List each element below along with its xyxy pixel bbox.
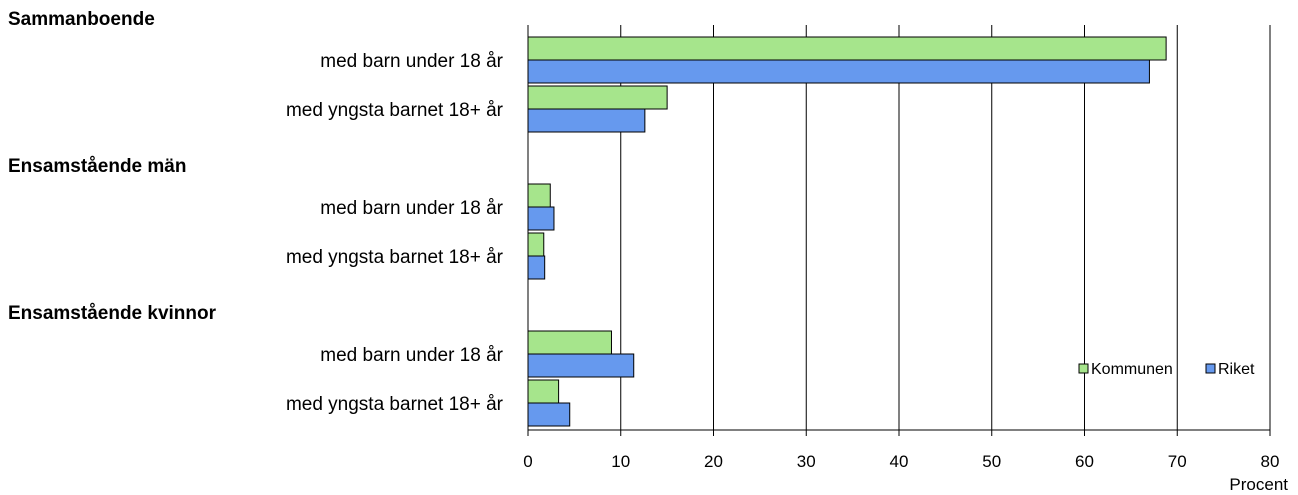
x-tick-label: 50 — [982, 452, 1001, 471]
x-axis: 0 10 20 30 40 50 60 70 80 Procent — [523, 25, 1288, 494]
x-tick-label: 10 — [611, 452, 630, 471]
bar-riket — [527, 402, 571, 427]
x-tick-label: 0 — [523, 452, 532, 471]
x-tick-label: 80 — [1261, 452, 1280, 471]
bar-riket — [527, 255, 546, 280]
group-label: Ensamstående kvinnor — [8, 303, 217, 324]
group-label: Sammanboende — [8, 9, 155, 30]
bar-kommunen — [527, 232, 545, 257]
legend-label-riket: Riket — [1218, 361, 1255, 378]
bar-riket — [527, 108, 646, 133]
legend-swatch-riket — [1205, 363, 1216, 374]
category-label: med yngsta barnet 18+ år — [286, 247, 504, 268]
legend-swatch-kommunen — [1078, 363, 1089, 374]
category-labels: med barn under 18 år med yngsta barnet 18… — [8, 9, 504, 415]
bar-kommunen — [527, 183, 551, 208]
legend: Kommunen Riket — [1078, 361, 1255, 378]
bar-kommunen — [527, 36, 1167, 61]
bar-kommunen — [527, 85, 668, 110]
bar-riket — [527, 206, 555, 231]
x-tick-label: 20 — [704, 452, 723, 471]
x-tick-label: 70 — [1168, 452, 1187, 471]
bar-riket — [527, 59, 1150, 84]
bar-kommunen — [527, 330, 612, 355]
bars — [527, 36, 1167, 427]
legend-label-kommunen: Kommunen — [1091, 361, 1173, 378]
x-tick-label: 60 — [1075, 452, 1094, 471]
x-axis-title: Procent — [1229, 475, 1288, 494]
x-tick-label: 40 — [890, 452, 909, 471]
gridlines — [620, 25, 1271, 430]
category-label: med barn under 18 år — [320, 51, 503, 72]
x-tick-label: 30 — [797, 452, 816, 471]
group-label: Ensamstående män — [8, 156, 186, 177]
category-label: med barn under 18 år — [320, 198, 503, 219]
bar-riket — [527, 353, 635, 378]
category-label: med yngsta barnet 18+ år — [286, 100, 504, 121]
bar-kommunen — [527, 379, 560, 404]
category-label: med yngsta barnet 18+ år — [286, 394, 504, 415]
category-label: med barn under 18 år — [320, 345, 503, 366]
